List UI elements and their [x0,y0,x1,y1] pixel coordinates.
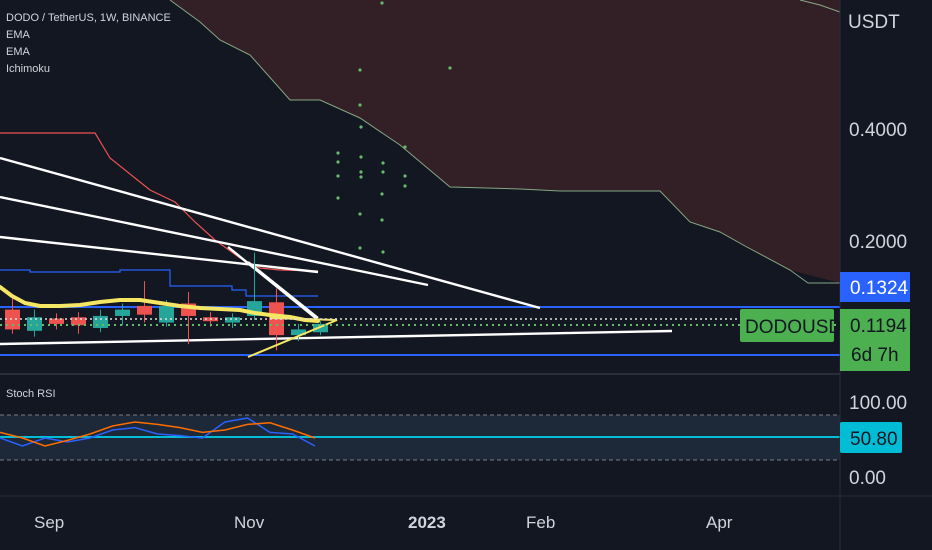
symbol-title[interactable]: DODO / TetherUS, 1W, BINANCE [6,12,171,24]
symbol-badge [740,309,834,342]
stoch-rsi-label[interactable]: Stoch RSI [6,388,56,400]
stoch-k-line [0,417,316,447]
current-price-badge [840,309,910,371]
time-tick-2023: 2023 [408,513,446,532]
candle-body [71,317,86,326]
countdown-text: 6d 7h [851,345,899,366]
stoch-tick-0: 0.00 [849,468,886,489]
time-tick-sep: Sep [34,513,64,532]
candle-body [137,305,152,315]
ichimoku-cloud [170,0,840,283]
chart-legend[interactable]: DODO / TetherUS, 1W, BINANCE EMA EMA Ich… [6,10,171,78]
level-price-badge [840,272,910,302]
time-tick-feb: Feb [526,513,555,532]
stoch-d-line [0,421,316,447]
lagging-span-dots [336,1,452,254]
current-price-text: 0.1194 [850,316,907,337]
trend-line-1 [0,156,541,310]
ichimoku-conversion-line [0,269,318,297]
legend-ema-1[interactable]: EMA [6,29,30,41]
candle-body [313,323,328,333]
legend-ema-2[interactable]: EMA [6,46,30,58]
time-tick-apr: Apr [706,513,733,532]
trend-line-4 [0,329,673,346]
candle-body [93,315,108,329]
ichimoku-base-line [0,132,319,272]
price-tick-0-4: 0.4000 [849,120,907,141]
candle-body [27,317,42,331]
price-tick-0-2: 0.2000 [849,232,907,253]
candle-body [291,329,306,336]
time-tick-nov: Nov [234,513,265,532]
level-price-badge-text: 0.1324 [850,278,909,299]
ichimoku-top-line [799,0,840,13]
triangle-pattern[interactable] [247,317,338,358]
candle-body [225,317,240,323]
candle-body [115,309,130,316]
candle-body [159,305,174,323]
candle-body [5,309,20,330]
candle-body [49,318,64,324]
trend-line-3 [0,235,319,274]
price-axis-title: USDT [848,12,900,33]
stoch-tick-100: 100.00 [849,393,907,414]
symbol-badge-text: DODOUSDT [745,317,854,338]
ichimoku-span-line [169,0,840,284]
stoch-value-text: 50.80 [850,429,898,450]
trend-line-2 [0,195,429,287]
stoch-value-badge [840,422,902,453]
trend-lines[interactable] [0,156,673,346]
trend-line-6 [247,261,319,319]
ema-line [0,285,320,323]
legend-ichimoku[interactable]: Ichimoku [6,63,51,75]
